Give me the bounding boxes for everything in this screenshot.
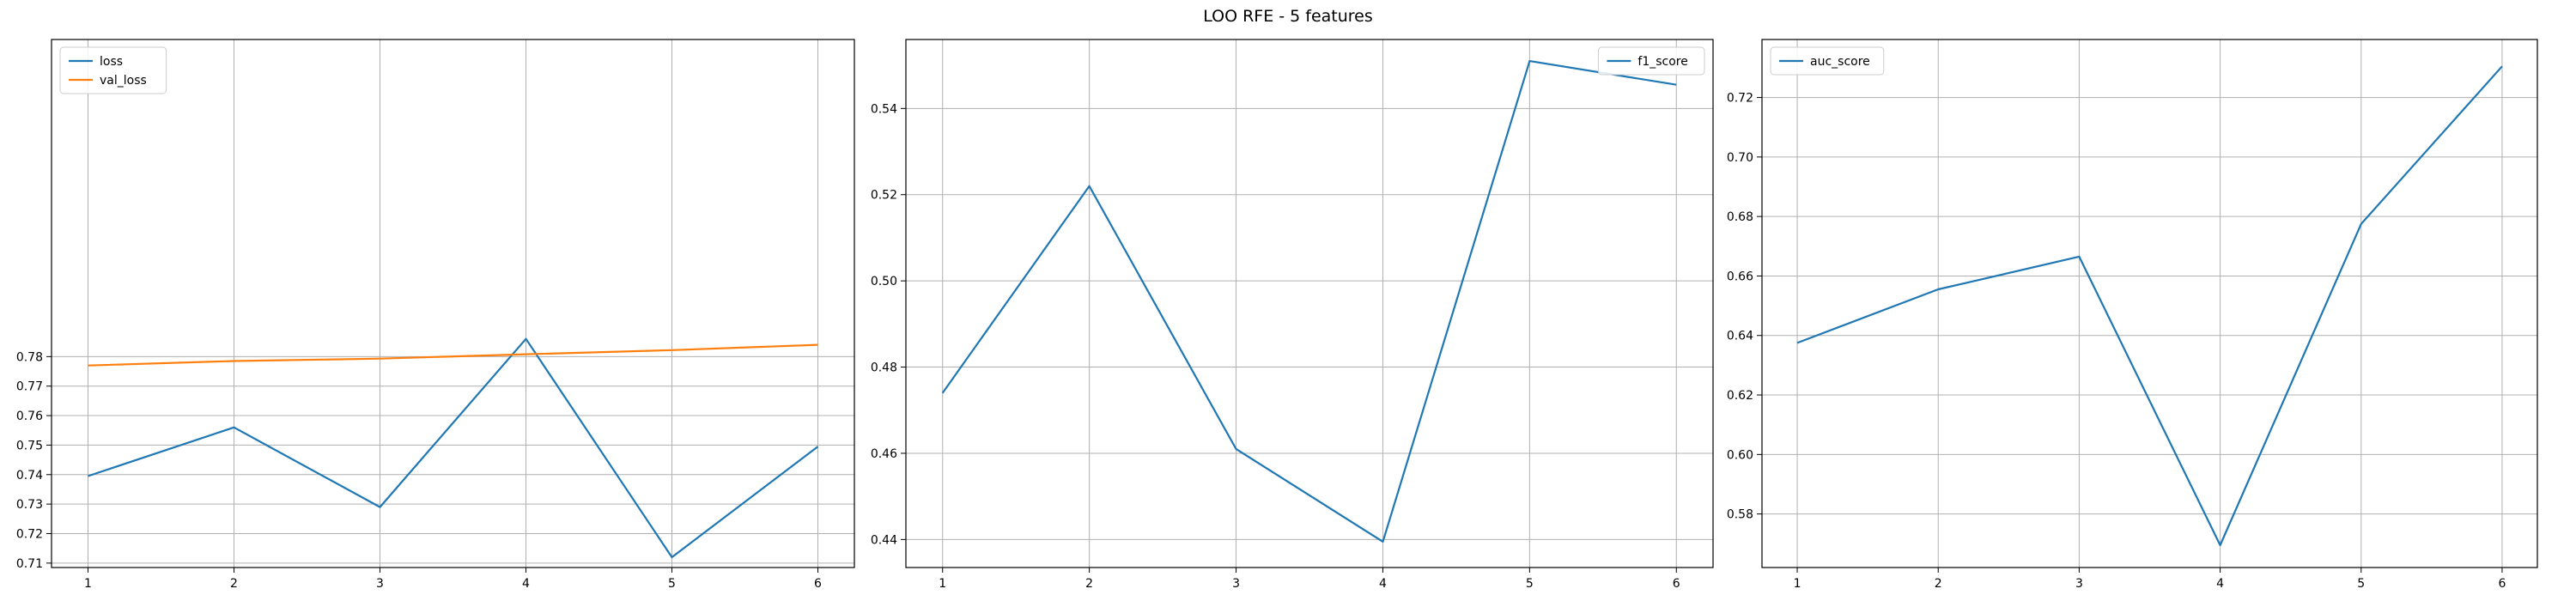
x-tick-label: 1	[939, 577, 946, 591]
x-tick-label: 1	[84, 577, 92, 591]
x-tick-label: 3	[2075, 577, 2083, 591]
x-tick-label: 3	[1232, 577, 1240, 591]
y-tick-label: 0.54	[871, 102, 897, 116]
x-tick-label: 6	[1673, 577, 1680, 591]
x-tick-label: 5	[668, 577, 676, 591]
x-tick-label: 2	[230, 577, 238, 591]
x-tick-label: 6	[2498, 577, 2506, 591]
legend-box	[1597, 46, 1705, 76]
y-tick-label: 0.76	[16, 410, 43, 423]
y-tick-label: 0.74	[16, 469, 43, 483]
y-tick-label: 0.72	[16, 527, 43, 541]
series-line-loss	[88, 337, 819, 559]
figure-title: LOO RFE - 5 features	[1203, 7, 1373, 26]
y-tick-label: 0.77	[16, 380, 43, 394]
y-tick-label: 0.75	[16, 439, 43, 452]
x-tick-label: 2	[1935, 577, 1942, 591]
x-tick-label: 4	[2216, 577, 2224, 591]
legend-label: val_loss	[100, 74, 147, 88]
y-tick-label: 0.70	[1727, 151, 1753, 165]
x-tick-label: 1	[1794, 577, 1801, 591]
y-tick-label: 0.52	[871, 189, 897, 203]
legend-box	[59, 46, 167, 94]
y-tick-label: 0.71	[16, 557, 43, 571]
legend: auc_score	[1770, 46, 1885, 76]
x-tick-label: 4	[522, 577, 530, 591]
y-tick-label: 0.46	[871, 447, 897, 461]
y-tick-label: 0.62	[1727, 389, 1753, 403]
auc-score-chart: 1 2 3 4 5 6 0.58 0.60 0.62 0.64 0.66 0.68 0.70 0.72 au…	[1727, 39, 2538, 591]
legend-label: f1_score	[1637, 55, 1687, 69]
y-tick-label: 0.68	[1727, 210, 1753, 224]
y-tick-label: 0.50	[871, 275, 897, 288]
legend-label: loss	[100, 55, 123, 69]
y-tick-label: 0.60	[1727, 448, 1753, 462]
y-tick-label: 0.44	[871, 533, 897, 547]
y-tick-label: 0.58	[1727, 508, 1753, 522]
loss-chart: 1 2 3 4 5 6 0.71 0.72 0.73 0.74 0.75 0.76 0.77 0.78 lo…	[16, 39, 855, 591]
x-tick-label: 4	[1379, 577, 1387, 591]
y-tick-label: 0.66	[1727, 270, 1753, 283]
y-tick-label: 0.48	[871, 361, 897, 375]
x-tick-label: 3	[376, 577, 384, 591]
y-tick-label: 0.64	[1727, 330, 1753, 343]
y-tick-label: 0.72	[1727, 92, 1753, 106]
x-tick-label: 5	[2357, 577, 2365, 591]
series-line-f1-score	[941, 59, 1677, 543]
series-line-auc-score	[1796, 65, 2503, 547]
x-tick-label: 5	[1526, 577, 1534, 591]
axes-frame	[51, 39, 855, 568]
legend: f1_score	[1597, 46, 1705, 76]
f1-score-chart: 1 2 3 4 5 6 0.44 0.46 0.48 0.50 0.52 0.54 f1_score	[871, 39, 1714, 591]
legend: loss val_loss	[59, 46, 167, 94]
axes-frame	[1761, 39, 2538, 568]
axes-frame	[905, 39, 1714, 568]
y-tick-label: 0.78	[16, 350, 43, 364]
legend-box	[1770, 46, 1885, 76]
series-line-val-loss	[88, 343, 818, 367]
legend-label: auc_score	[1810, 55, 1870, 69]
x-tick-label: 2	[1085, 577, 1093, 591]
y-tick-label: 0.73	[16, 498, 43, 512]
x-tick-label: 6	[814, 577, 822, 591]
